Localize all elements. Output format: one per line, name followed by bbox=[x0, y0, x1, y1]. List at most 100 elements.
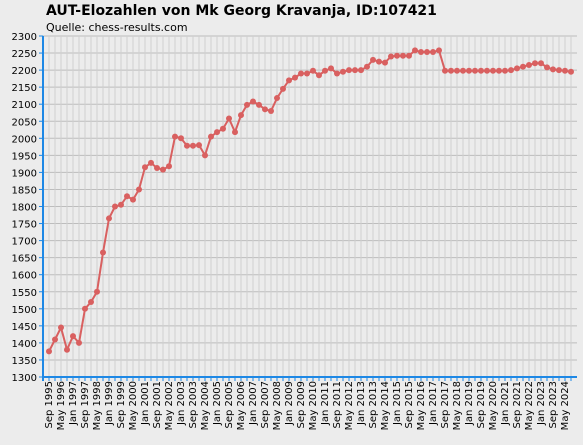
y-tick-label: 1400 bbox=[12, 339, 37, 350]
x-tick-label: Sep 2001 bbox=[152, 381, 163, 428]
x-tick-label: May 1996 bbox=[56, 381, 67, 430]
point bbox=[202, 152, 208, 159]
x-tick-label: Jan 2007 bbox=[248, 381, 259, 426]
point bbox=[178, 135, 184, 142]
x-tick-label: Jan 2023 bbox=[536, 381, 547, 426]
point bbox=[136, 186, 142, 193]
x-tick-label: Jan 2009 bbox=[284, 381, 295, 426]
point bbox=[112, 203, 118, 210]
x-tick-label: May 2004 bbox=[200, 381, 211, 430]
point bbox=[322, 67, 328, 74]
x-tick-label: Sep 2003 bbox=[188, 381, 199, 428]
point bbox=[376, 58, 382, 65]
y-tick-label: 1850 bbox=[12, 185, 37, 196]
y-tick-label: 2050 bbox=[12, 117, 37, 128]
point bbox=[262, 106, 268, 113]
point bbox=[118, 201, 124, 208]
x-tick-label: Jan 1997 bbox=[68, 381, 79, 426]
point bbox=[166, 163, 172, 170]
y-tick-label: 1800 bbox=[12, 203, 37, 214]
point bbox=[418, 49, 424, 56]
point bbox=[274, 95, 280, 102]
point bbox=[244, 101, 250, 108]
point bbox=[214, 129, 220, 136]
point bbox=[172, 133, 178, 140]
point bbox=[226, 115, 232, 122]
chart-subtitle: Quelle: chess-results.com bbox=[46, 21, 188, 34]
point bbox=[142, 164, 148, 171]
x-tick-label: May 2006 bbox=[236, 381, 247, 430]
x-tick-label: Sep 2011 bbox=[332, 381, 343, 428]
point bbox=[382, 59, 388, 66]
point bbox=[394, 52, 400, 59]
y-tick-label: 1600 bbox=[12, 271, 37, 282]
x-tick-label: Jan 2001 bbox=[140, 381, 151, 426]
y-tick-label: 2200 bbox=[12, 66, 37, 77]
point bbox=[352, 67, 358, 74]
point bbox=[466, 67, 472, 74]
point bbox=[472, 67, 478, 74]
point bbox=[208, 133, 214, 140]
point bbox=[364, 63, 370, 70]
x-tick-label: Sep 1997 bbox=[80, 381, 91, 428]
y-tick-label: 1350 bbox=[12, 356, 37, 367]
point bbox=[538, 60, 544, 67]
point bbox=[106, 215, 112, 222]
x-tick-label: Sep 2019 bbox=[476, 381, 487, 428]
x-tick-label: Jan 2011 bbox=[320, 381, 331, 426]
point bbox=[556, 67, 562, 74]
point bbox=[448, 67, 454, 74]
x-tick-label: May 2016 bbox=[416, 381, 427, 430]
point bbox=[124, 193, 130, 200]
point bbox=[304, 70, 310, 77]
point bbox=[148, 159, 154, 166]
point bbox=[292, 74, 298, 81]
point bbox=[358, 67, 364, 74]
x-tick-label: May 2000 bbox=[128, 381, 139, 430]
point bbox=[370, 56, 376, 63]
x-tick-label: Sep 1995 bbox=[44, 381, 55, 428]
point bbox=[190, 142, 196, 149]
x-tick-label: May 2018 bbox=[452, 381, 463, 430]
point bbox=[154, 164, 160, 171]
y-tick-label: 1650 bbox=[12, 254, 37, 265]
point bbox=[82, 305, 88, 312]
x-tick-label: Jan 2015 bbox=[392, 381, 403, 426]
point bbox=[64, 346, 70, 353]
x-tick-label: Sep 2017 bbox=[440, 381, 451, 428]
point bbox=[550, 66, 556, 73]
point bbox=[130, 196, 136, 203]
point bbox=[424, 49, 430, 56]
point bbox=[532, 60, 538, 67]
point bbox=[478, 67, 484, 74]
x-tick-label: Sep 2009 bbox=[296, 381, 307, 428]
point bbox=[220, 125, 226, 132]
point bbox=[238, 112, 244, 119]
point bbox=[250, 98, 256, 105]
x-tick-label: Jan 2021 bbox=[500, 381, 511, 426]
x-tick-label: May 2014 bbox=[380, 381, 391, 430]
point bbox=[520, 63, 526, 70]
y-tick-label: 2100 bbox=[12, 100, 37, 111]
point bbox=[70, 333, 76, 340]
point bbox=[286, 77, 292, 84]
point bbox=[58, 324, 64, 331]
x-tick-label: Jan 2005 bbox=[212, 381, 223, 426]
y-tick-label: 1950 bbox=[12, 151, 37, 162]
point bbox=[454, 67, 460, 74]
point bbox=[196, 142, 202, 149]
point bbox=[526, 61, 532, 68]
x-tick-label: Jan 2017 bbox=[428, 381, 439, 426]
y-tick-label: 2150 bbox=[12, 83, 37, 94]
point bbox=[490, 67, 496, 74]
x-tick-label: May 2022 bbox=[524, 381, 535, 430]
x-tick-label: May 2008 bbox=[272, 381, 283, 430]
x-tick-label: May 2020 bbox=[488, 381, 499, 430]
x-tick-label: Jan 1999 bbox=[104, 381, 115, 426]
x-tick-label: Sep 2005 bbox=[224, 381, 235, 428]
point bbox=[232, 129, 238, 136]
x-tick-label: Sep 2013 bbox=[368, 381, 379, 428]
point bbox=[436, 47, 442, 54]
x-tick-label: May 2010 bbox=[308, 381, 319, 430]
